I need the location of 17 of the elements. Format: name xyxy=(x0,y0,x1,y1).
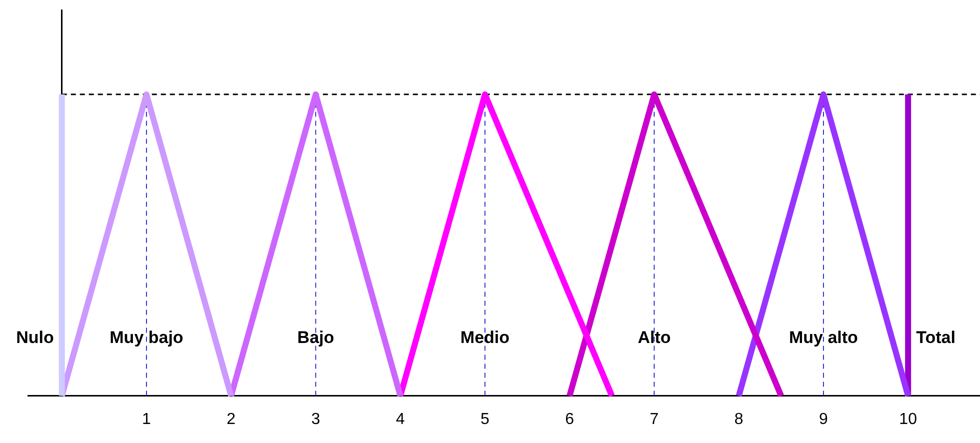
text: Alto xyxy=(638,328,671,348)
x-tick-label: 3 xyxy=(311,410,320,428)
x-tick-label: 4 xyxy=(396,410,405,428)
series-label: Total xyxy=(916,328,956,348)
series-label: Muy alto xyxy=(788,328,858,348)
x-tick-label: 5 xyxy=(480,410,490,428)
text: Bajo xyxy=(297,328,334,348)
x-tick-label: 1 xyxy=(142,410,152,428)
text: Medio xyxy=(460,328,510,348)
x-tick-label: 8 xyxy=(734,410,744,428)
x-tick-label: 7 xyxy=(650,410,659,428)
x-tick-label: 2 xyxy=(226,410,236,428)
x-tick-label: 6 xyxy=(565,410,574,428)
x-tick-label: 9 xyxy=(818,410,828,428)
x-tick-label: 10 xyxy=(899,410,918,428)
series-label: Nulo xyxy=(16,328,54,348)
series-label: Muy bajo xyxy=(110,328,184,348)
